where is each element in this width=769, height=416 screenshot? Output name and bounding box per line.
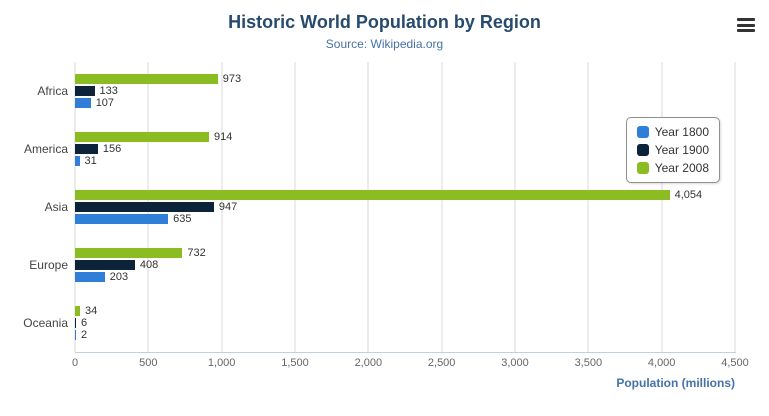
legend-item-year-1800[interactable]: Year 1800 xyxy=(636,125,709,139)
legend-label: Year 1800 xyxy=(654,125,709,139)
chart-subtitle: Source: Wikipedia.org xyxy=(325,37,444,51)
y-axis-category-label: Asia xyxy=(44,200,68,214)
bar-value-label: 408 xyxy=(139,259,159,271)
x-axis-tick-label: 1,500 xyxy=(281,357,309,369)
plot-area: 973 133 107 914 156 31 4,054 947 635 732 408 203 34 6… xyxy=(74,62,736,352)
x-axis-tick-label: 500 xyxy=(139,357,158,369)
gridline xyxy=(587,62,589,352)
gridline xyxy=(661,62,663,352)
chart-title: Historic World Population by Region xyxy=(228,12,541,32)
y-axis-category-label: Oceania xyxy=(23,316,68,330)
legend-label: Year 1900 xyxy=(654,143,709,157)
x-axis-tick-label: 2,000 xyxy=(354,357,383,369)
x-axis-title: Population (millions) xyxy=(616,376,735,390)
export-menu-icon[interactable] xyxy=(737,18,755,32)
bar-year-1800-america[interactable] xyxy=(75,156,80,166)
x-axis-tick-labels: 0 500 1,000 1,500 2,000 2,500 3,000 3,500 4,000 4… xyxy=(71,357,749,371)
bar-value-label: 156 xyxy=(102,143,122,155)
y-axis-category-label: Europe xyxy=(29,258,68,272)
bar-value-label: 34 xyxy=(84,305,98,317)
gridline xyxy=(514,62,516,352)
legend: Year 1800 Year 1900 Year 2008 xyxy=(625,117,720,183)
bar-value-label: 947 xyxy=(218,201,238,213)
gridline xyxy=(294,62,296,352)
bar-value-label: 4,054 xyxy=(674,189,703,201)
legend-item-year-2008[interactable]: Year 2008 xyxy=(636,161,709,175)
y-axis-category-label: America xyxy=(23,142,68,156)
x-axis-tick-label: 4,500 xyxy=(721,357,749,369)
hamburger-line xyxy=(737,18,755,21)
x-axis-tick-label: 3,000 xyxy=(501,357,529,369)
gridline xyxy=(367,62,369,352)
bar-value-label: 973 xyxy=(222,73,242,85)
bar-year-2008-america[interactable] xyxy=(75,132,210,142)
legend-label: Year 2008 xyxy=(654,161,709,175)
legend-item-year-1900[interactable]: Year 1900 xyxy=(636,143,709,157)
gridline xyxy=(441,62,443,352)
x-axis-line xyxy=(75,352,736,353)
bar-year-1900-europe[interactable] xyxy=(75,260,135,270)
bar-value-label: 31 xyxy=(84,155,97,167)
gridline xyxy=(221,62,223,352)
bar-value-label: 914 xyxy=(214,131,233,143)
x-axis-tick-label: 0 xyxy=(71,357,79,369)
y-axis-category-label: Africa xyxy=(37,84,68,98)
bar-year-1800-europe[interactable] xyxy=(75,272,105,282)
bar-year-1900-america[interactable] xyxy=(75,144,98,154)
bar-value-label: 2 xyxy=(81,329,88,341)
hamburger-line xyxy=(737,23,755,27)
bar-value-label: 133 xyxy=(99,85,118,97)
bar-year-1800-oceania[interactable] xyxy=(75,330,76,340)
bar-value-label: 732 xyxy=(187,247,206,259)
x-axis-tick-label: 2,500 xyxy=(427,357,456,369)
gridline xyxy=(734,62,736,352)
legend-swatch-year-2008 xyxy=(636,162,649,174)
bar-value-label: 635 xyxy=(173,213,192,225)
bar-year-2008-europe[interactable] xyxy=(75,248,183,258)
bar-year-2008-oceania[interactable] xyxy=(75,306,80,316)
bar-year-1900-asia[interactable] xyxy=(75,202,214,212)
bar-year-1800-asia[interactable] xyxy=(75,214,169,224)
bar-year-1900-africa[interactable] xyxy=(75,86,95,96)
x-axis-tick-label: 4,000 xyxy=(647,357,676,369)
x-axis-tick-label: 1,000 xyxy=(207,357,236,369)
bar-value-label: 203 xyxy=(109,271,129,283)
bar-year-1900-oceania[interactable] xyxy=(75,318,76,328)
bar-value-label: 107 xyxy=(95,97,115,109)
hamburger-line xyxy=(737,29,755,32)
legend-swatch-year-1800 xyxy=(636,126,649,138)
bar-year-2008-asia[interactable] xyxy=(75,190,670,200)
bar-year-2008-africa[interactable] xyxy=(75,74,218,84)
legend-swatch-year-1900 xyxy=(636,144,649,156)
bar-year-1800-africa[interactable] xyxy=(75,98,91,108)
y-axis-category-labels: Africa America Asia Europe Oceania xyxy=(0,62,68,352)
bar-value-label: 6 xyxy=(81,317,88,329)
x-axis-tick-label: 3,500 xyxy=(574,357,603,369)
